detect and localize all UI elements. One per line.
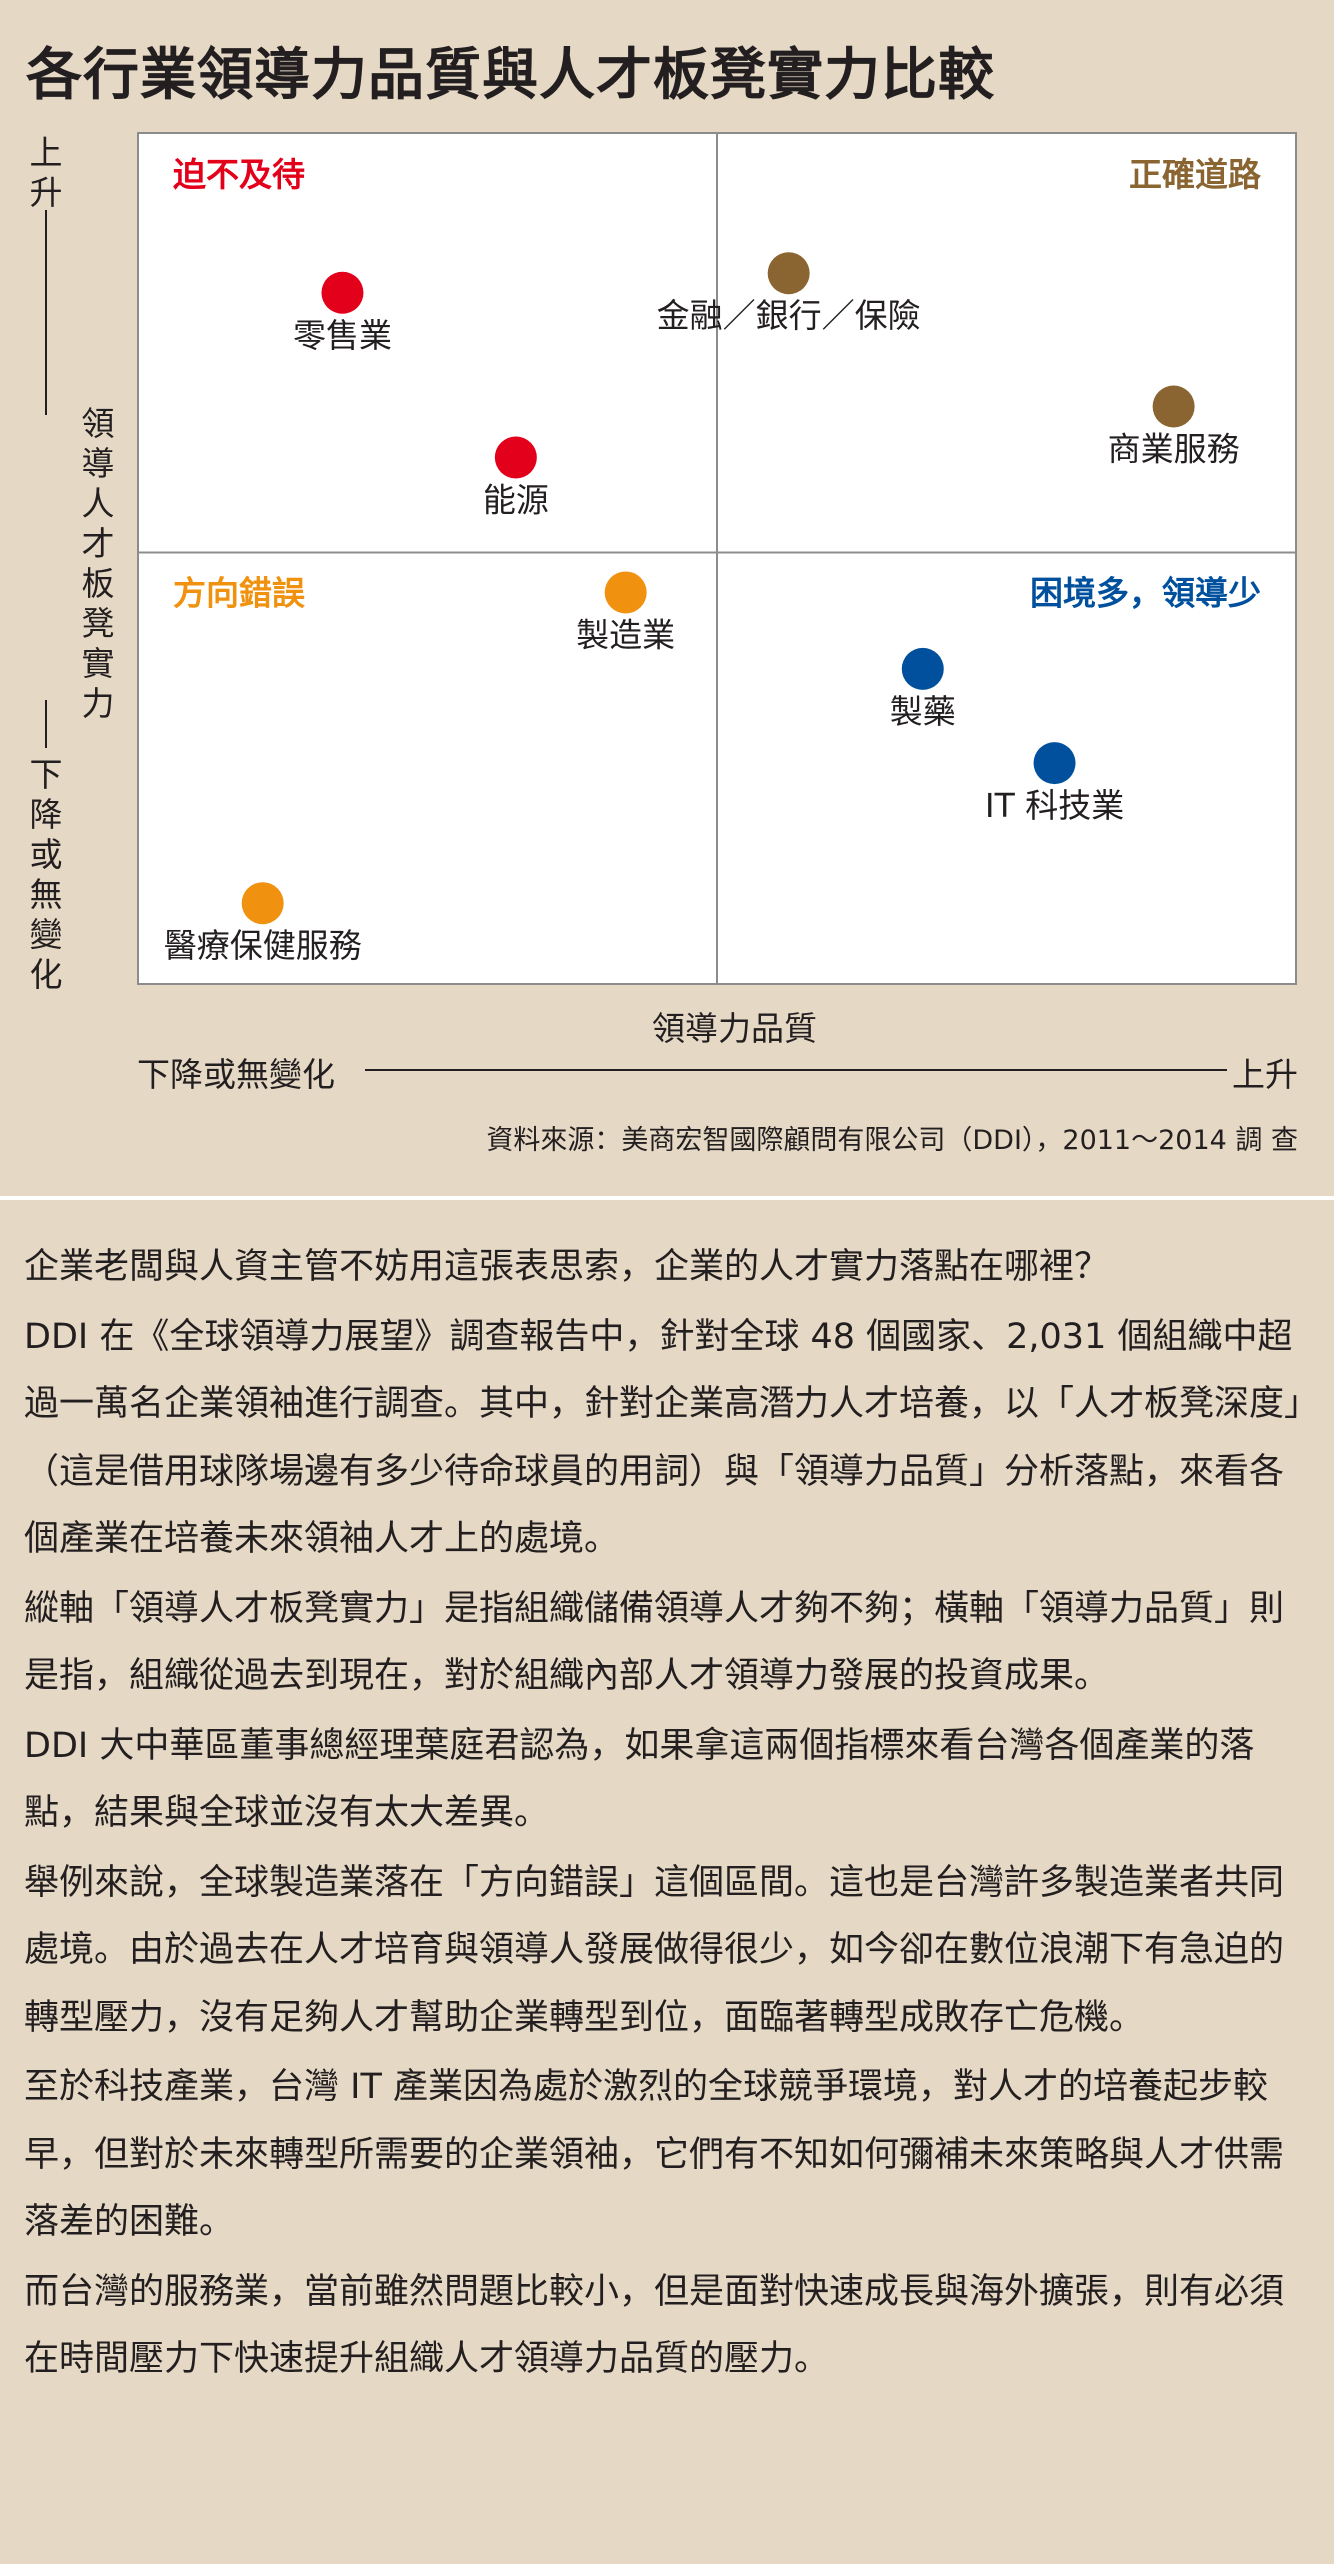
article-paragraph: 而台灣的服務業，當前雖然問題比較小，但是面對快速成長與海外擴張，則有必須在時間壓…: [24, 2271, 1285, 2380]
article-paragraph: 企業老闆與人資主管不妨用這張表思索，企業的人才實力落點在哪裡？: [24, 1247, 1110, 1287]
data-point: [1033, 742, 1076, 785]
quadrant-label: 方向錯誤: [173, 574, 305, 613]
x-axis-high-label: 上升: [1232, 1055, 1298, 1094]
data-point: [494, 436, 537, 479]
data-point-label: 商業服務: [1108, 430, 1240, 469]
data-point: [1152, 385, 1195, 428]
chart-title: 各行業領導力品質與人才板凳實力比較: [26, 42, 995, 108]
article-paragraph: 舉例來說，全球製造業落在「方向錯誤」這個區間。這也是台灣許多製造業者共同處境。由…: [24, 1862, 1285, 2038]
data-point: [901, 647, 944, 690]
quadrant-label: 迫不及待: [173, 155, 305, 194]
data-point-label: 零售業: [293, 316, 392, 355]
y-axis-line-top: [45, 210, 47, 415]
y-axis-low-label: 下降或無變化: [29, 755, 63, 994]
data-point-label: 製造業: [576, 615, 675, 654]
data-point-label: 能源: [483, 480, 549, 519]
data-point: [767, 252, 810, 295]
y-axis-title: 領導人才板凳實力: [81, 404, 115, 723]
y-axis-high-label: 上升: [29, 133, 63, 212]
x-axis-low-label: 下降或無變化: [137, 1055, 335, 1094]
x-axis-title: 領導力品質: [652, 1009, 817, 1048]
source-note: 資料來源：美商宏智國際顧問有限公司（DDI），2011～2014 調 查: [486, 1125, 1298, 1156]
data-point: [241, 882, 284, 925]
x-axis-line: [365, 1069, 1227, 1071]
article-paragraph: DDI 在《全球領導力展望》調查報告中，針對全球 48 個國家、2,031 個組…: [24, 1316, 1302, 1560]
article-body: 企業老闆與人資主管不妨用這張表思索，企業的人才實力落點在哪裡？ DDI 在《全球…: [24, 1234, 1314, 2396]
quadrant-label: 正確道路: [1129, 155, 1262, 194]
data-point-label: IT 科技業: [985, 786, 1124, 825]
section-divider: [0, 1196, 1334, 1200]
article-paragraph: DDI 大中華區董事總經理葉庭君認為，如果拿這兩個指標來看台灣各個產業的落點，結…: [24, 1725, 1255, 1834]
article-paragraph: 至於科技產業，台灣 IT 產業因為處於激烈的全球競爭環境，對人才的培養起步較早，…: [24, 2067, 1285, 2242]
data-point: [604, 571, 647, 614]
quadrant-label: 困境多，領導少: [1030, 574, 1261, 613]
data-point-label: 製藥: [890, 692, 956, 731]
y-axis-line-bottom: [45, 700, 47, 748]
article-paragraph: 縱軸「領導人才板凳實力」是指組織儲備領導人才夠不夠；橫軸「領導力品質」則是指，組…: [24, 1588, 1285, 1697]
data-point-label: 金融／銀行／保險: [657, 296, 921, 335]
quadrant-plot: 迫不及待 正確道路方向錯誤 困境多，領導少 零售業能源 金融／銀行／保險商業服務製造業醫…: [137, 132, 1297, 985]
data-point: [321, 271, 364, 314]
data-point-label: 醫療保健服務: [164, 926, 362, 965]
